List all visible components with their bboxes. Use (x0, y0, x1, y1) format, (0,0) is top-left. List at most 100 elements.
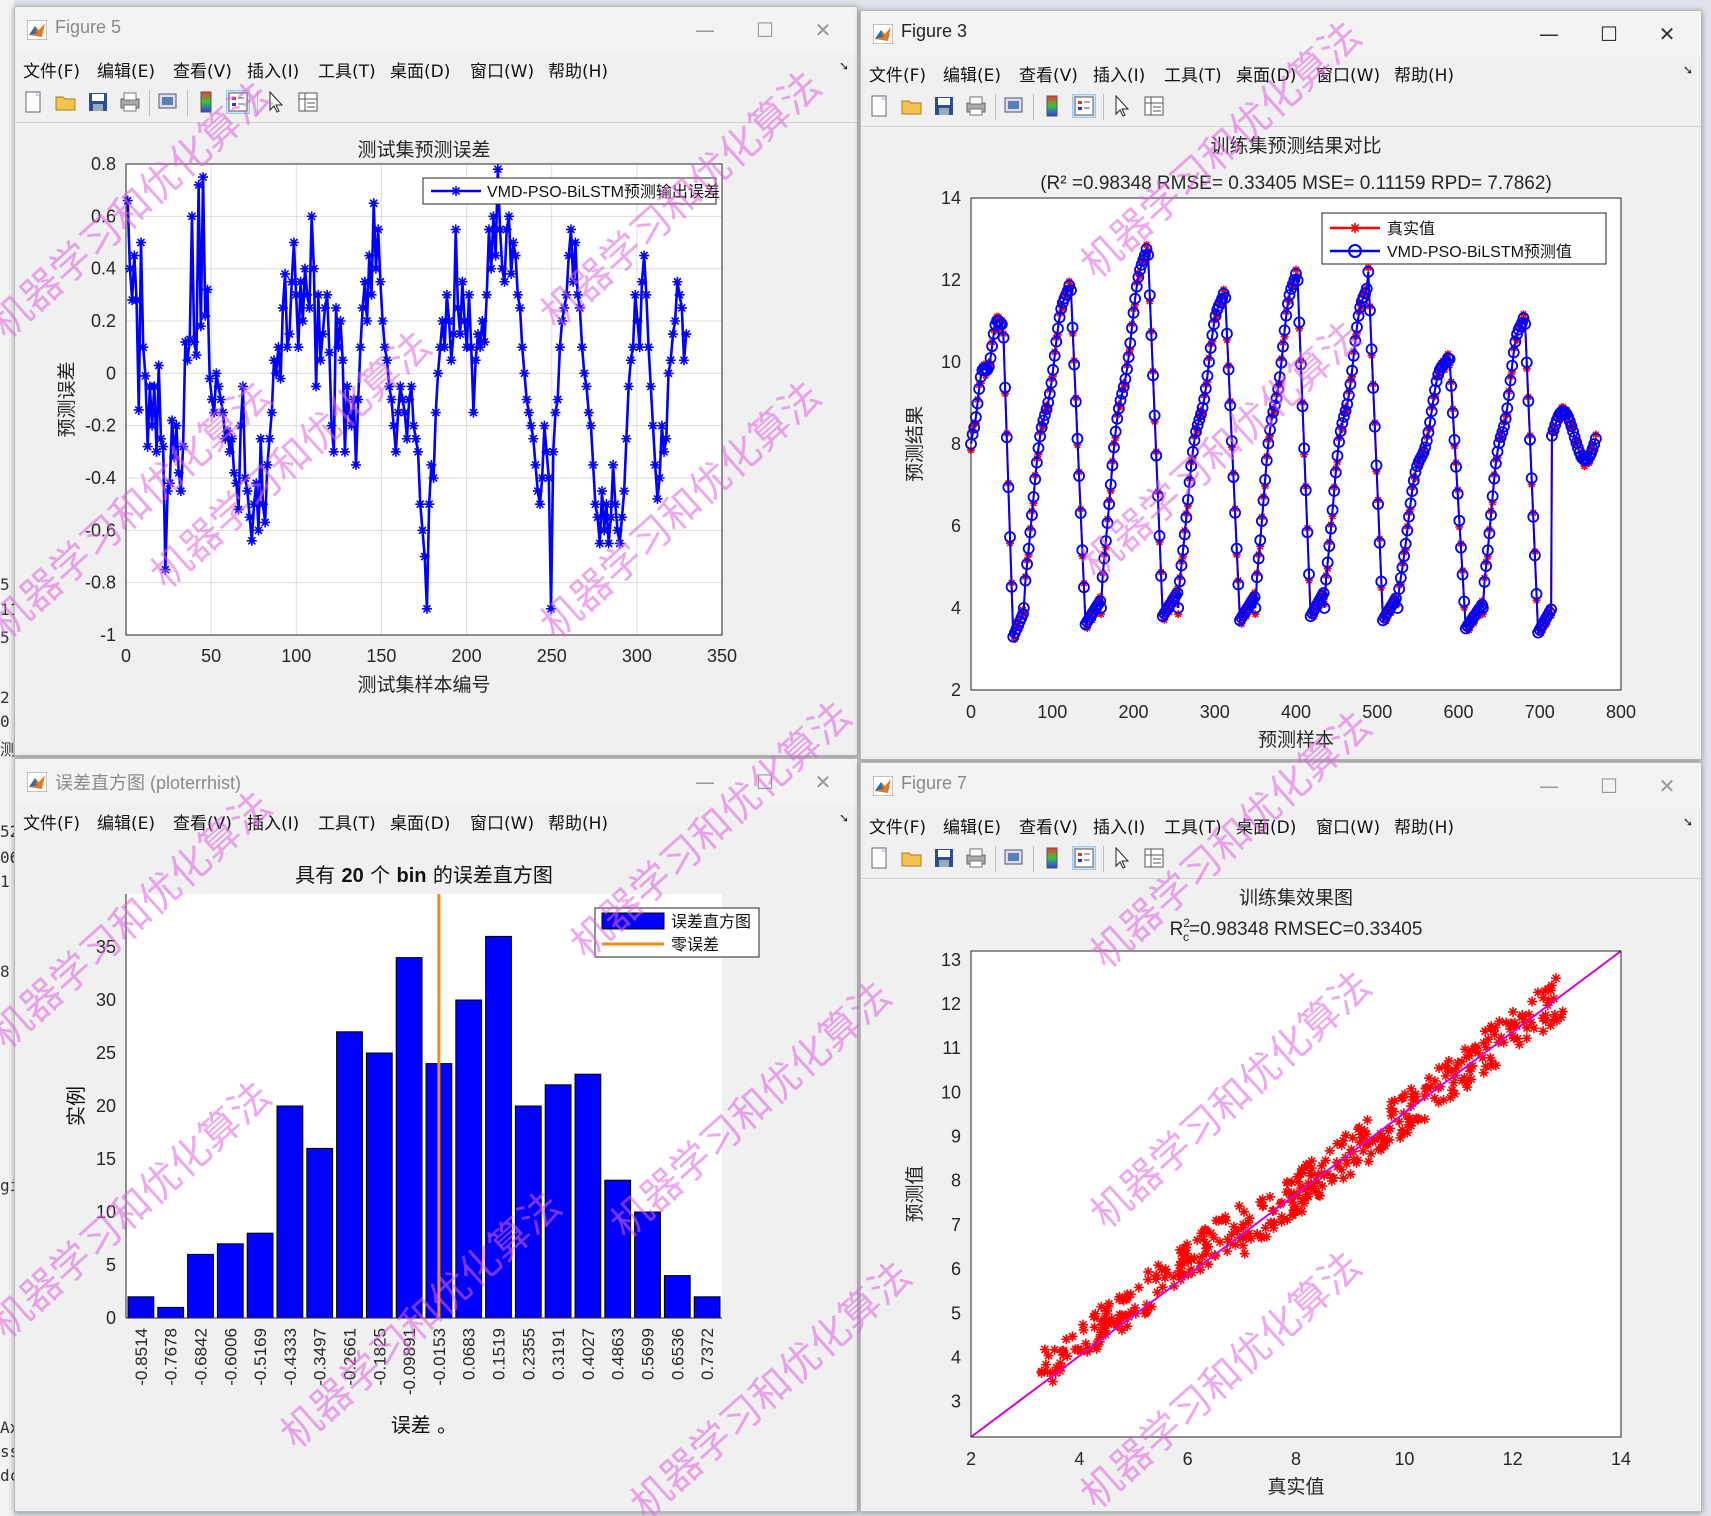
predicted-point (1320, 573, 1332, 586)
menu-item[interactable]: 窗口(W) (1316, 66, 1381, 86)
menu-item[interactable]: 插入(I) (247, 814, 300, 834)
figure3-titlebar[interactable]: Figure 3 — ☐ ✕ (861, 11, 1701, 57)
print-icon[interactable] (119, 91, 141, 113)
menu-item[interactable]: 插入(I) (1093, 66, 1146, 86)
legend-icon[interactable] (1072, 94, 1096, 118)
link-plot-icon[interactable] (1003, 847, 1025, 869)
menu-overflow-icon[interactable]: ➘ (838, 59, 849, 73)
menu-overflow-icon[interactable]: ➘ (1682, 815, 1693, 829)
predicted-point (1005, 580, 1018, 593)
menu-item[interactable]: 编辑(E) (97, 62, 156, 82)
property-editor-icon[interactable] (1143, 95, 1165, 117)
predicted-point (1232, 578, 1245, 591)
ploterrhist-window[interactable]: 误差直方图 (ploterrhist) — ☐ ✕ 文件(F) 编辑(E) 查看(V… (14, 758, 858, 1512)
maximize-button[interactable]: ☐ (756, 18, 774, 42)
close-button[interactable]: ✕ (1658, 22, 1676, 46)
predicted-point (1445, 380, 1458, 392)
error-point (249, 499, 260, 510)
menu-item[interactable]: 桌面(D) (1236, 818, 1297, 838)
link-plot-icon[interactable] (157, 91, 179, 113)
y-tick-label: 2 (951, 680, 961, 700)
save-icon[interactable] (933, 95, 955, 117)
minimize-button[interactable]: — (1539, 22, 1559, 46)
menu-item[interactable]: 窗口(W) (1316, 818, 1381, 838)
menu-item[interactable]: 编辑(E) (97, 814, 156, 834)
link-plot-icon[interactable] (1003, 95, 1025, 117)
menu-item[interactable]: 工具(T) (1164, 818, 1222, 838)
menu-item[interactable]: 工具(T) (318, 814, 376, 834)
minimize-button[interactable]: — (695, 770, 715, 794)
menu-item[interactable]: 桌面(D) (390, 814, 451, 834)
legend[interactable]: VMD-PSO-BiLSTM预测输出误差 (422, 177, 720, 205)
maximize-button[interactable]: ☐ (756, 770, 774, 794)
minimize-button[interactable]: — (1539, 774, 1559, 798)
menu-item[interactable]: 帮助(H) (1394, 818, 1455, 838)
menu-item[interactable]: 编辑(E) (943, 66, 1002, 86)
predicted-point (1443, 353, 1456, 365)
print-icon[interactable] (965, 847, 987, 869)
menu-item[interactable]: 插入(I) (247, 62, 300, 82)
maximize-button[interactable]: ☐ (1600, 22, 1618, 46)
minimize-button[interactable]: — (695, 18, 715, 42)
menu-item[interactable]: 桌面(D) (390, 62, 451, 82)
property-editor-icon[interactable] (1143, 847, 1165, 869)
menu-item[interactable]: 插入(I) (1093, 818, 1146, 838)
menu-item[interactable]: 查看(V) (1019, 66, 1078, 86)
colorbar-icon[interactable] (1041, 847, 1063, 869)
predicted-point (1293, 316, 1306, 329)
menu-item[interactable]: 编辑(E) (943, 818, 1002, 838)
scatter-point (1061, 1334, 1072, 1345)
open-file-icon[interactable] (55, 91, 77, 113)
figure7-window[interactable]: Figure 7 — ☐ ✕ 文件(F) 编辑(E) 查看(V) 插入(I) 工具(T)… (860, 762, 1702, 1512)
maximize-button[interactable]: ☐ (1600, 774, 1618, 798)
menu-item[interactable]: 帮助(H) (1394, 66, 1455, 86)
print-icon[interactable] (965, 95, 987, 117)
legend[interactable]: 真实值 VMD-PSO-BiLSTM预测值 (1321, 212, 1607, 265)
menu-item[interactable]: 查看(V) (173, 814, 232, 834)
pointer-icon[interactable] (1111, 847, 1133, 869)
close-button[interactable]: ✕ (814, 770, 832, 794)
menu-overflow-icon[interactable]: ➘ (838, 811, 849, 825)
menu-item[interactable]: 帮助(H) (548, 814, 609, 834)
close-button[interactable]: ✕ (1658, 774, 1676, 798)
menu-item[interactable]: 工具(T) (1164, 66, 1222, 86)
error-point (129, 250, 140, 261)
save-icon[interactable] (87, 91, 109, 113)
new-figure-icon[interactable] (23, 91, 45, 113)
actual-point (1198, 409, 1207, 418)
property-editor-icon[interactable] (297, 91, 319, 113)
menu-item[interactable]: 桌面(D) (1236, 66, 1297, 86)
menu-item[interactable]: 文件(F) (23, 814, 81, 834)
menu-item[interactable]: 文件(F) (869, 66, 927, 86)
legend-icon[interactable] (226, 90, 250, 114)
menu-item[interactable]: 窗口(W) (470, 62, 535, 82)
pointer-icon[interactable] (265, 91, 287, 113)
scatter-point (1419, 1091, 1430, 1102)
figure3-window[interactable]: Figure 3 — ☐ ✕ 文件(F) 编辑(E) 查看(V) 插入(I) 工具(T)… (860, 10, 1702, 760)
ploterrhist-titlebar[interactable]: 误差直方图 (ploterrhist) — ☐ ✕ (15, 759, 857, 805)
save-icon[interactable] (933, 847, 955, 869)
menu-item[interactable]: 窗口(W) (470, 814, 535, 834)
legend-icon[interactable] (1072, 846, 1096, 870)
menu-item[interactable]: 查看(V) (173, 62, 232, 82)
menu-item[interactable]: 工具(T) (318, 62, 376, 82)
colorbar-icon[interactable] (1041, 95, 1063, 117)
colorbar-icon[interactable] (195, 91, 217, 113)
menu-item[interactable]: 帮助(H) (548, 62, 609, 82)
new-figure-icon[interactable] (869, 847, 891, 869)
close-button[interactable]: ✕ (814, 18, 832, 42)
menu-item[interactable]: 文件(F) (23, 62, 81, 82)
menu-overflow-icon[interactable]: ➘ (1682, 63, 1693, 77)
figure7-titlebar[interactable]: Figure 7 — ☐ ✕ (861, 763, 1701, 809)
new-figure-icon[interactable] (869, 95, 891, 117)
scatter-point (1062, 1351, 1073, 1362)
open-file-icon[interactable] (901, 847, 923, 869)
menu-item[interactable]: 查看(V) (1019, 818, 1078, 838)
figure5-titlebar[interactable]: Figure 5 — ☐ ✕ (15, 7, 857, 53)
figure5-window[interactable]: Figure 5 — ☐ ✕ 文件(F) 编辑(E) 查看(V) 插入(I) 工具(T)… (14, 6, 858, 756)
menu-item[interactable]: 文件(F) (869, 818, 927, 838)
error-point (630, 289, 641, 300)
pointer-icon[interactable] (1111, 95, 1133, 117)
open-file-icon[interactable] (901, 95, 923, 117)
